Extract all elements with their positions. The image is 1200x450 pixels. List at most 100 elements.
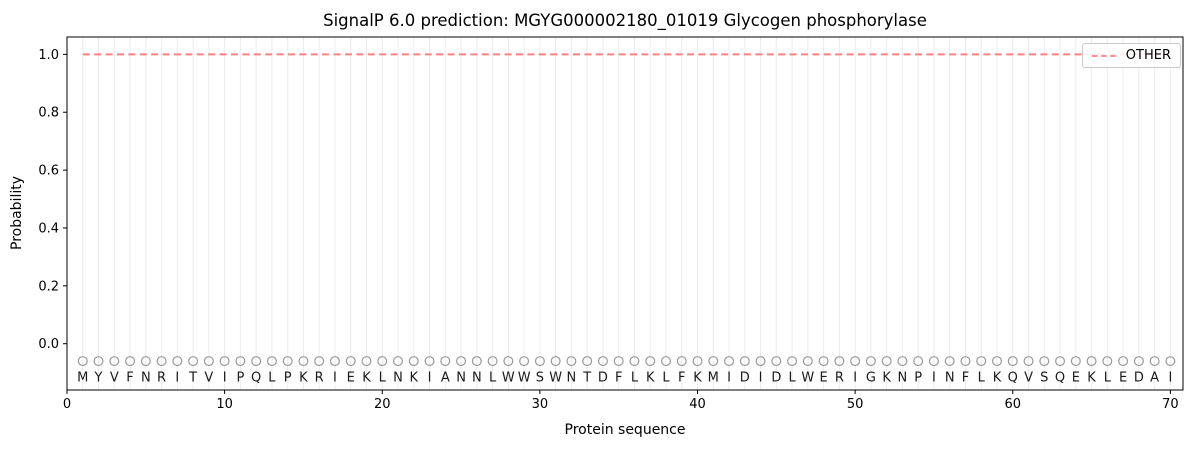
residue-marker [755,356,766,367]
residue-letter: I [932,370,936,385]
residue-marker [219,356,230,367]
residue-marker [456,356,467,367]
residue-letter: I [223,370,227,385]
residue-marker [897,356,908,367]
y-tick-label: 0.4 [38,221,59,236]
residue-marker [377,356,388,367]
residue-marker [345,356,356,367]
residue-marker [172,356,183,367]
residue-marker [629,356,640,367]
axes-frame [66,36,1184,391]
residue-marker [361,356,372,367]
residue-letter: D [1134,370,1144,385]
residue-letter: K [693,370,702,385]
residue-marker [881,356,892,367]
residue-letter: L [268,370,276,385]
residue-marker [960,356,971,367]
residue-marker [471,356,482,367]
residue-letter: E [1119,370,1127,385]
residue-letter: D [740,370,750,385]
residue-marker [393,356,404,367]
x-tick-label: 0 [63,397,71,412]
chart-title: SignalP 6.0 prediction: MGYG000002180_01… [323,11,927,30]
y-tick-label: 0.6 [38,164,59,179]
residue-marker [1007,356,1018,367]
residue-marker [140,356,151,367]
residue-marker [645,356,656,367]
residue-letter: P [236,370,244,385]
legend-dashed-line-icon [1091,54,1118,57]
residue-letter: W [801,370,814,385]
residue-marker [566,356,577,367]
legend-label: OTHER [1125,48,1171,63]
residue-marker [424,356,435,367]
y-tick-label: 0.2 [38,279,59,294]
residue-marker [724,356,735,367]
residue-marker [266,356,277,367]
residue-letter: W [549,370,562,385]
residue-letter: E [820,370,828,385]
residue-marker [503,356,514,367]
residue-letter: N [472,370,482,385]
residue-letter: N [393,370,403,385]
residue-letter: Y [94,370,103,385]
residue-marker [928,356,939,367]
legend-box: OTHER [1081,43,1181,68]
residue-marker [440,356,451,367]
residue-letter: K [646,370,655,385]
residue-marker [1165,356,1176,367]
residue-marker [109,356,120,367]
residue-letter: T [188,370,197,385]
residue-letter: S [536,370,544,385]
residue-marker [251,356,262,367]
residue-letter: F [678,370,685,385]
residue-letter: F [615,370,622,385]
residue-marker [787,356,798,367]
x-tick-label: 50 [847,397,864,412]
residue-letter: L [788,370,796,385]
residue-letter: K [299,370,308,385]
residue-marker [550,356,561,367]
residue-letter: L [489,370,497,385]
residue-marker [834,356,845,367]
residue-letter: L [1104,370,1112,385]
residue-marker [865,356,876,367]
residue-letter: K [993,370,1002,385]
residue-letter: R [835,370,844,385]
residue-marker [739,356,750,367]
residue-marker [408,356,419,367]
residue-letter: V [204,370,213,385]
residue-letter: V [110,370,119,385]
residue-letter: K [1087,370,1096,385]
residue-marker [676,356,687,367]
residue-marker [93,356,104,367]
residue-letter: L [978,370,986,385]
residue-letter: L [631,370,639,385]
residue-marker [235,356,246,367]
residue-marker [188,356,199,367]
residue-letter: M [708,370,719,385]
residue-marker [692,356,703,367]
residue-letter: P [284,370,292,385]
residue-letter: R [315,370,324,385]
y-tick-label: 1.0 [38,48,59,63]
residue-letter: I [1168,370,1172,385]
residue-letter: D [598,370,608,385]
residue-letter: R [157,370,166,385]
residue-letter: I [853,370,857,385]
residue-marker [1149,356,1160,367]
residue-letter: T [582,370,591,385]
residue-marker [802,356,813,367]
residue-letter: D [771,370,781,385]
residue-marker [850,356,861,367]
residue-letter: K [882,370,891,385]
x-tick-label: 10 [216,397,233,412]
residue-letter: N [945,370,955,385]
residue-letter: F [126,370,133,385]
residue-marker [1102,356,1113,367]
residue-marker [1039,356,1050,367]
residue-letter: I [727,370,731,385]
residue-marker [913,356,924,367]
